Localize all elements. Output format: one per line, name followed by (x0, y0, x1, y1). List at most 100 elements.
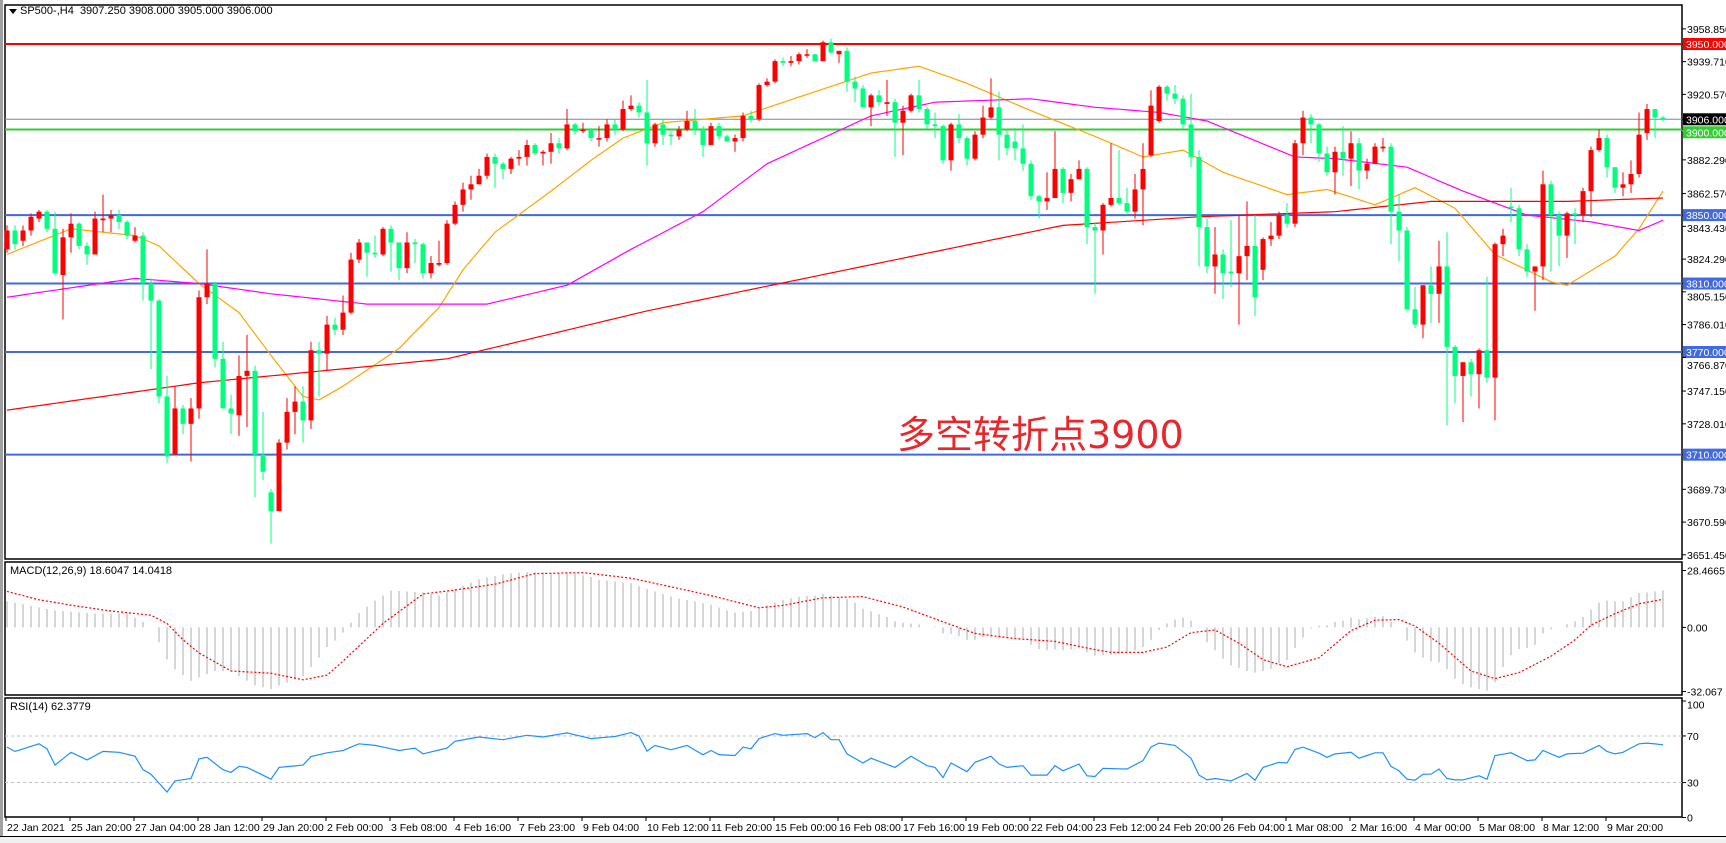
candle-body (364, 242, 370, 253)
level-price-box[interactable] (1683, 448, 1726, 461)
candle-body (1580, 191, 1586, 216)
candle (828, 38, 834, 55)
time-axis-label: 2 Feb 00:00 (327, 822, 383, 834)
candle (1652, 109, 1658, 139)
price-tick-axis-label: 3958.850 (1687, 24, 1726, 36)
time-axis-label: 29 Jan 20:00 (263, 822, 324, 834)
candle (92, 211, 98, 255)
candle-body (12, 230, 18, 245)
candle (388, 225, 394, 272)
candle-body (884, 102, 890, 104)
candle (228, 394, 234, 435)
candle-body (812, 54, 818, 62)
candle-body (340, 312, 346, 330)
candle (324, 316, 330, 371)
time-axis-label: 9 Mar 20:00 (1607, 822, 1663, 834)
candle (580, 122, 586, 133)
candle (556, 138, 562, 154)
candle-body (1332, 151, 1338, 173)
candle-body (132, 235, 138, 241)
candle (1060, 167, 1066, 204)
time-axis-label: 1 Mar 08:00 (1287, 822, 1343, 834)
level-price-box[interactable] (1683, 345, 1726, 358)
candle-body (332, 324, 338, 330)
price-tick-axis-label: 3843.430 (1687, 223, 1726, 235)
time-axis-label: 25 Jan 20:00 (71, 822, 132, 834)
candle (716, 122, 722, 140)
candle-body (508, 158, 514, 169)
candle (476, 168, 482, 185)
candle-body (36, 211, 42, 219)
level-price-box[interactable] (1683, 38, 1726, 50)
candle (1452, 345, 1458, 404)
chart-header: SP500-,H4 3907.250 3908.000 3905.000 390… (20, 5, 273, 17)
candle-body (1420, 285, 1426, 325)
level-price-box[interactable] (1683, 277, 1726, 290)
price-tick-axis-label: 3939.710 (1687, 57, 1726, 69)
candle-body (116, 215, 122, 222)
candle (60, 228, 66, 320)
candle (108, 209, 114, 233)
candle-body (380, 228, 386, 255)
moving-averages (6, 65, 1664, 411)
candle-body (1292, 143, 1298, 224)
rsi-panel-frame (4, 697, 1683, 818)
candle-body (1084, 168, 1090, 228)
candle-body (868, 95, 874, 108)
candle (756, 83, 762, 121)
candle (1556, 211, 1562, 267)
candle-body (748, 115, 754, 120)
candle (876, 90, 882, 106)
time-axis-label: 3 Feb 08:00 (391, 822, 447, 834)
candle (1476, 348, 1482, 409)
candle-body (548, 143, 554, 152)
candle (1604, 134, 1610, 178)
candle (1388, 143, 1394, 245)
candle-body (284, 411, 290, 443)
level-price-box[interactable] (1683, 126, 1726, 139)
candle (44, 209, 50, 233)
rsi-axis-label: 0 (1687, 813, 1693, 825)
level-price-box[interactable] (1683, 209, 1726, 222)
candle-body (500, 163, 506, 169)
candle (308, 341, 314, 429)
rsi-panel (5, 731, 1682, 793)
candle-body (740, 115, 746, 139)
candle-body (1188, 124, 1194, 157)
candle-body (1588, 150, 1594, 192)
candle-body (1124, 203, 1130, 212)
panel-frames (4, 4, 1683, 818)
time-axis-label: 19 Feb 00:00 (967, 822, 1029, 834)
time-axis-label: 10 Feb 12:00 (647, 822, 709, 834)
rsi-axis-label: 30 (1687, 778, 1699, 790)
candle (1588, 146, 1594, 217)
candle-body (636, 105, 642, 113)
candle (844, 47, 850, 92)
candle-body (948, 124, 954, 161)
candle (916, 79, 922, 113)
time-axis-label: 15 Feb 00:00 (775, 822, 837, 834)
candle-body (28, 216, 34, 231)
candle (516, 150, 522, 166)
candle (220, 341, 226, 409)
candle (588, 127, 594, 142)
candle (836, 50, 842, 63)
triangle-down-icon[interactable] (9, 9, 17, 14)
horizontal-levels[interactable] (5, 43, 1682, 456)
candle (76, 221, 82, 250)
candle-body (324, 324, 330, 354)
candle (1380, 138, 1386, 152)
candle-body (60, 237, 66, 275)
candle-body (1492, 244, 1498, 378)
candle (612, 119, 618, 135)
candle (20, 225, 26, 246)
candle (356, 239, 362, 264)
candle (212, 281, 218, 368)
candle (116, 209, 122, 229)
candle (1028, 160, 1034, 200)
price-tick-axis-label: 3882.290 (1687, 155, 1726, 167)
candle (988, 78, 994, 120)
macd-panel-frame (4, 561, 1683, 696)
candle (812, 54, 818, 62)
